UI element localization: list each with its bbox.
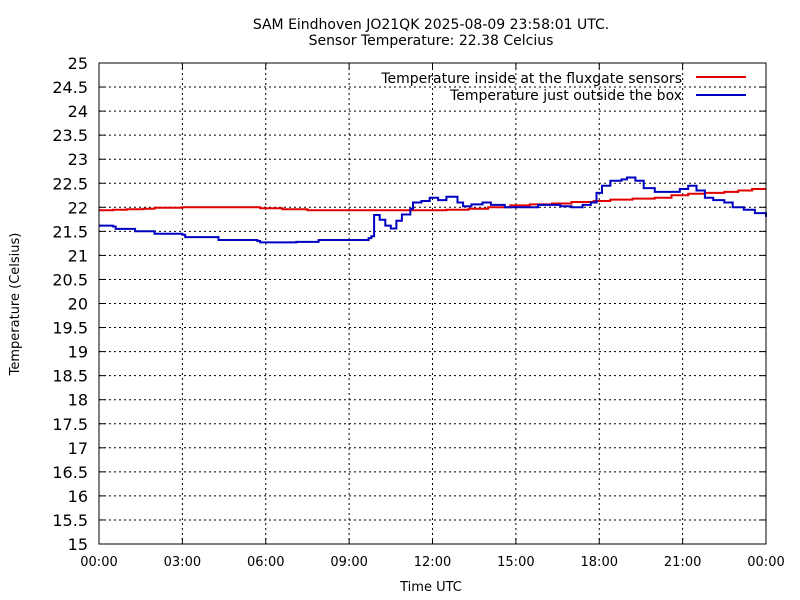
y-tick-label: 16 <box>68 487 88 506</box>
grid-lines <box>99 63 766 544</box>
y-axis-label: Temperature (Celsius) <box>8 233 23 377</box>
legend: Temperature inside at the fluxgate senso… <box>380 71 746 104</box>
y-tick-label: 22 <box>68 198 88 217</box>
y-tick-label: 22.5 <box>52 174 88 193</box>
x-tick-label: 03:00 <box>164 555 201 570</box>
y-tick-labels: 15 15.5 16 16.5 17 17.5 18 18.5 19 19.5 20 20.5 21 21… <box>52 54 88 554</box>
x-tick-label: 09:00 <box>330 555 367 570</box>
x-tick-labels: 00:00 03:00 06:00 09:00 12:00 15:00 18:00 21:00… <box>80 555 784 570</box>
y-tick-label: 23.5 <box>52 126 88 145</box>
y-tick-label: 15 <box>68 535 88 554</box>
y-tick-label: 15.5 <box>52 511 88 530</box>
x-tick-label: 18:00 <box>581 555 618 570</box>
series-lines <box>99 176 767 244</box>
chart-title: SAM Eindhoven JO21QK 2025-08-09 23:58:01… <box>253 17 609 33</box>
chart-subtitle: Sensor Temperature: 22.38 Celcius <box>309 33 554 49</box>
plot-border <box>98 62 767 545</box>
y-tick-label: 21 <box>68 246 88 265</box>
y-tick-label: 16.5 <box>52 463 88 482</box>
x-tick-label: 15:00 <box>497 555 534 570</box>
y-tick-label: 17.5 <box>52 415 88 434</box>
y-tick-label: 25 <box>68 54 88 73</box>
y-tick-label: 18.5 <box>52 367 88 386</box>
x-tick-label: 00:00 <box>747 555 784 570</box>
legend-label-outside: Temperature just outside the box <box>449 88 682 104</box>
y-tick-label: 23 <box>68 150 88 169</box>
x-tick-label: 12:00 <box>414 555 451 570</box>
y-tick-label: 24.5 <box>52 78 88 97</box>
x-tick-label: 00:00 <box>80 555 117 570</box>
x-tick-label: 06:00 <box>247 555 284 570</box>
y-tick-label: 20.5 <box>52 270 88 289</box>
y-tick-label: 17 <box>68 439 88 458</box>
y-tick-label: 24 <box>68 102 88 121</box>
y-tick-label: 18 <box>68 391 88 410</box>
y-tick-label: 20 <box>68 295 88 314</box>
y-tick-label: 19.5 <box>52 319 88 338</box>
x-axis-label: Time UTC <box>399 580 462 595</box>
y-tick-label: 19 <box>68 343 88 362</box>
y-tick-label: 21.5 <box>52 222 88 241</box>
series-line-outside <box>99 176 767 244</box>
x-tick-label: 21:00 <box>664 555 701 570</box>
legend-label-inside: Temperature inside at the fluxgate senso… <box>380 71 682 87</box>
